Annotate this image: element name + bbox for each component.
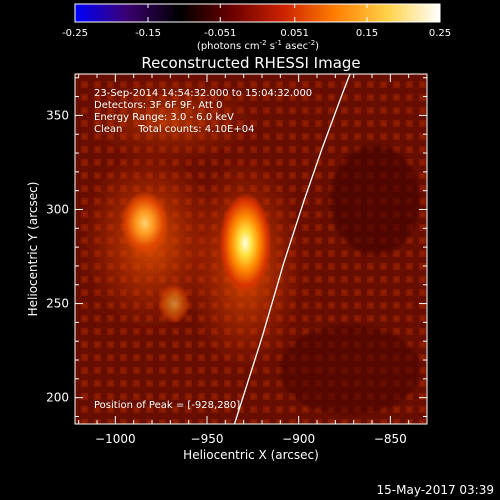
colorbar-tick-label: 0.051 [280,28,309,39]
colorbar-tick-label: -0.15 [135,28,161,39]
heatmap-image [75,74,427,424]
main-source [219,193,272,294]
y-tick-label: 350 [46,108,69,122]
info-total-counts: Clean Total counts: 4.10E+04 [94,124,254,135]
info-time-range: 23-Sep-2014 14:54:32.000 to 15:04:32.000 [94,88,312,99]
x-tick-label: −900 [282,432,315,446]
colorbar-tick-label: -0.051 [204,28,236,39]
x-axis-label: Heliocentric X (arcsec) [183,448,319,462]
y-axis-label: Heliocentric Y (arcsec) [26,182,40,317]
solar-limb-curve [233,74,351,424]
colorbar-tick-label: -0.25 [62,28,88,39]
colorbar: -0.25 -0.15 -0.051 0.051 0.15 0.25 (photons c… [62,3,451,52]
y-tick-label: 300 [46,202,69,216]
colorbar-tick-label: 0.15 [356,28,378,39]
secondary-source [120,191,169,256]
info-energy-range: Energy Range: 3.0 - 6.0 keV [94,112,234,123]
colorbar-gradient [74,3,441,23]
dark-region-bottom-right [280,325,420,415]
chart-title: Reconstructed RHESSI Image [141,54,360,72]
observation-info: 23-Sep-2014 14:54:32.000 to 15:04:32.000… [94,88,312,135]
diffuse-glow-top [80,75,260,165]
x-tick-label: −850 [374,432,407,446]
footer-date: 15-May-2017 03:39 [377,483,494,497]
peak-position-label: Position of Peak = [-928,280] [94,400,240,411]
y-axis: 200 250 300 350 [46,77,427,417]
info-detectors: Detectors: 3F 6F 9F, Att 0 [94,100,222,111]
faint-source [158,283,190,324]
plot-frame [74,73,428,425]
colorbar-units: (photons cm-2 s-1 asec-2) [197,39,319,52]
sources [120,191,272,324]
x-tick-label: −950 [191,432,224,446]
y-tick-label: 250 [46,297,69,311]
colorbar-ticks: -0.25 -0.15 -0.051 0.051 0.15 0.25 [62,4,451,39]
x-tick-label: −1000 [95,432,136,446]
x-axis: −1000 −950 −900 −850 [78,74,428,446]
dark-region-right [330,145,420,255]
y-tick-label: 200 [46,391,69,405]
colorbar-tick-label: 0.25 [429,28,451,39]
